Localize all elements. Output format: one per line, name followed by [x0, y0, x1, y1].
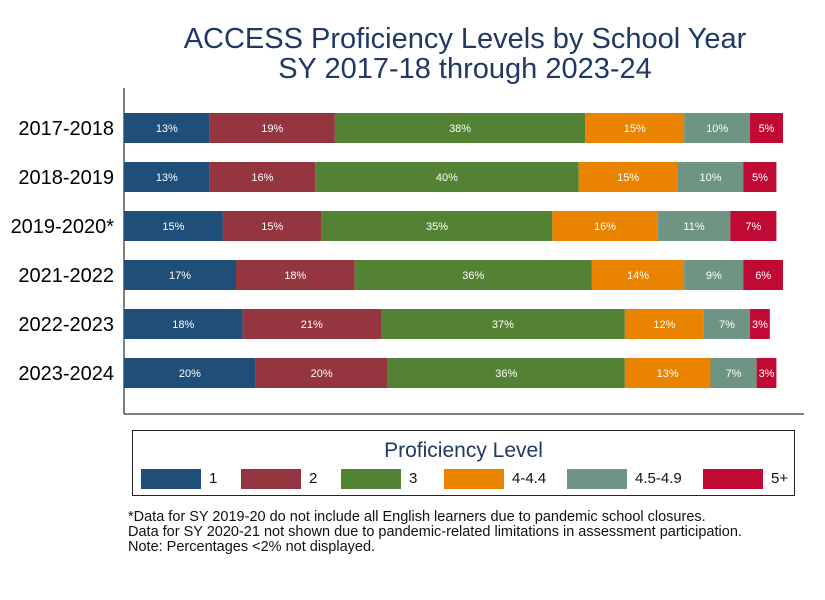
data-label: 18%	[284, 270, 306, 282]
data-label: 36%	[462, 270, 484, 282]
data-label: 13%	[156, 172, 178, 184]
data-label: 35%	[426, 221, 448, 233]
bar-segment	[387, 358, 625, 388]
category-label: 2018-2019	[18, 167, 114, 189]
footnote-percentages: Note: Percentages <2% not displayed.	[128, 539, 376, 555]
footnotes: *Data for SY 2019-20 do not include all …	[128, 510, 818, 555]
data-label: 19%	[261, 123, 283, 135]
bar-segment	[703, 309, 751, 339]
data-label: 7%	[719, 319, 735, 331]
bar-segment	[756, 358, 777, 388]
bar-segment	[730, 211, 777, 241]
data-label: 7%	[745, 221, 761, 233]
data-label: 40%	[436, 172, 458, 184]
bar-segment	[124, 260, 237, 290]
data-label: 18%	[172, 319, 194, 331]
data-label: 15%	[162, 221, 184, 233]
legend: Proficiency Level 1 2 3 4-4.4 4.5-4.9 5+	[132, 430, 795, 496]
bar-segment	[242, 309, 382, 339]
bar-segment	[321, 211, 553, 241]
bar-segment	[236, 260, 355, 290]
bar-segment	[710, 358, 757, 388]
data-label: 20%	[179, 368, 201, 380]
legend-label: 3	[409, 470, 418, 487]
bar-segment	[624, 358, 711, 388]
bar-segment	[743, 260, 783, 290]
legend-label: 4.5-4.9	[635, 470, 682, 487]
bar-segment	[750, 309, 770, 339]
legend-label: 1	[209, 470, 218, 487]
category-label: 2019-2020*	[11, 216, 115, 238]
data-label: 16%	[251, 172, 273, 184]
data-label: 15%	[624, 123, 646, 135]
bar-segment	[578, 162, 678, 192]
legend-title: Proficiency Level	[384, 439, 543, 462]
data-label: 15%	[261, 221, 283, 233]
legend-swatch	[241, 469, 301, 489]
bar-segment	[381, 309, 625, 339]
category-label: 2017-2018	[18, 118, 114, 140]
chart-title-line-1: ACCESS Proficiency Levels by School Year	[183, 23, 747, 55]
legend-swatch	[444, 469, 504, 489]
legend-label: 2	[309, 470, 318, 487]
data-label: 16%	[594, 221, 616, 233]
bar-segment	[743, 162, 777, 192]
bar-segment	[222, 211, 322, 241]
data-label: 11%	[683, 221, 704, 233]
bar-segment	[591, 260, 685, 290]
bar-segment	[124, 358, 256, 388]
legend-label: 5+	[771, 470, 789, 487]
bar-segment	[684, 260, 744, 290]
data-label: 10%	[699, 172, 721, 184]
data-label: 3%	[752, 319, 768, 331]
data-label: 17%	[169, 270, 191, 282]
data-label: 6%	[755, 270, 771, 282]
bar-segment	[585, 113, 685, 143]
data-label: 12%	[653, 319, 675, 331]
bar-segment	[209, 162, 316, 192]
bar-segment	[124, 162, 210, 192]
bar-segment	[124, 211, 223, 241]
stacked-bar-chart: 2017-2018 13% 19% 38% 15% 10% 5% 2018-2019 13% 16…	[11, 88, 804, 415]
legend-swatch	[341, 469, 401, 489]
bar-segment	[209, 113, 335, 143]
footnote-sy-2020-21: Data for SY 2020-21 not shown due to pan…	[128, 524, 742, 540]
bar-segment	[684, 113, 751, 143]
data-label: 37%	[492, 319, 514, 331]
bar-segment	[624, 309, 704, 339]
category-label: 2021-2022	[18, 265, 114, 287]
data-label: 5%	[759, 123, 775, 135]
bar-segment	[750, 113, 783, 143]
legend-swatch	[141, 469, 201, 489]
data-label: 13%	[156, 123, 178, 135]
bar-segment	[124, 113, 210, 143]
chart-title-line-2: SY 2017-18 through 2023-24	[278, 53, 652, 85]
legend-swatch	[703, 469, 763, 489]
data-label: 38%	[449, 123, 471, 135]
bar-segment	[657, 211, 731, 241]
category-label: 2023-2024	[18, 363, 114, 385]
data-label: 13%	[657, 368, 679, 380]
bar-segment	[354, 260, 592, 290]
data-label: 10%	[706, 123, 728, 135]
data-label: 3%	[759, 368, 775, 380]
footnote-pandemic-closures: *Data for SY 2019-20 do not include all …	[128, 509, 706, 525]
legend-swatch	[567, 469, 627, 489]
data-label: 20%	[311, 368, 333, 380]
bar-segment	[677, 162, 744, 192]
data-label: 21%	[301, 319, 323, 331]
bar-segment	[315, 162, 579, 192]
data-label: 9%	[706, 270, 722, 282]
legend-label: 4-4.4	[512, 470, 547, 487]
bar-segment	[552, 211, 658, 241]
bar-segment	[334, 113, 586, 143]
data-label: 7%	[726, 368, 742, 380]
bar-segment	[124, 309, 243, 339]
data-label: 15%	[617, 172, 639, 184]
data-label: 14%	[627, 270, 649, 282]
category-label: 2022-2023	[18, 314, 114, 336]
bar-segment	[255, 358, 388, 388]
data-label: 36%	[495, 368, 517, 380]
data-label: 5%	[752, 172, 768, 184]
